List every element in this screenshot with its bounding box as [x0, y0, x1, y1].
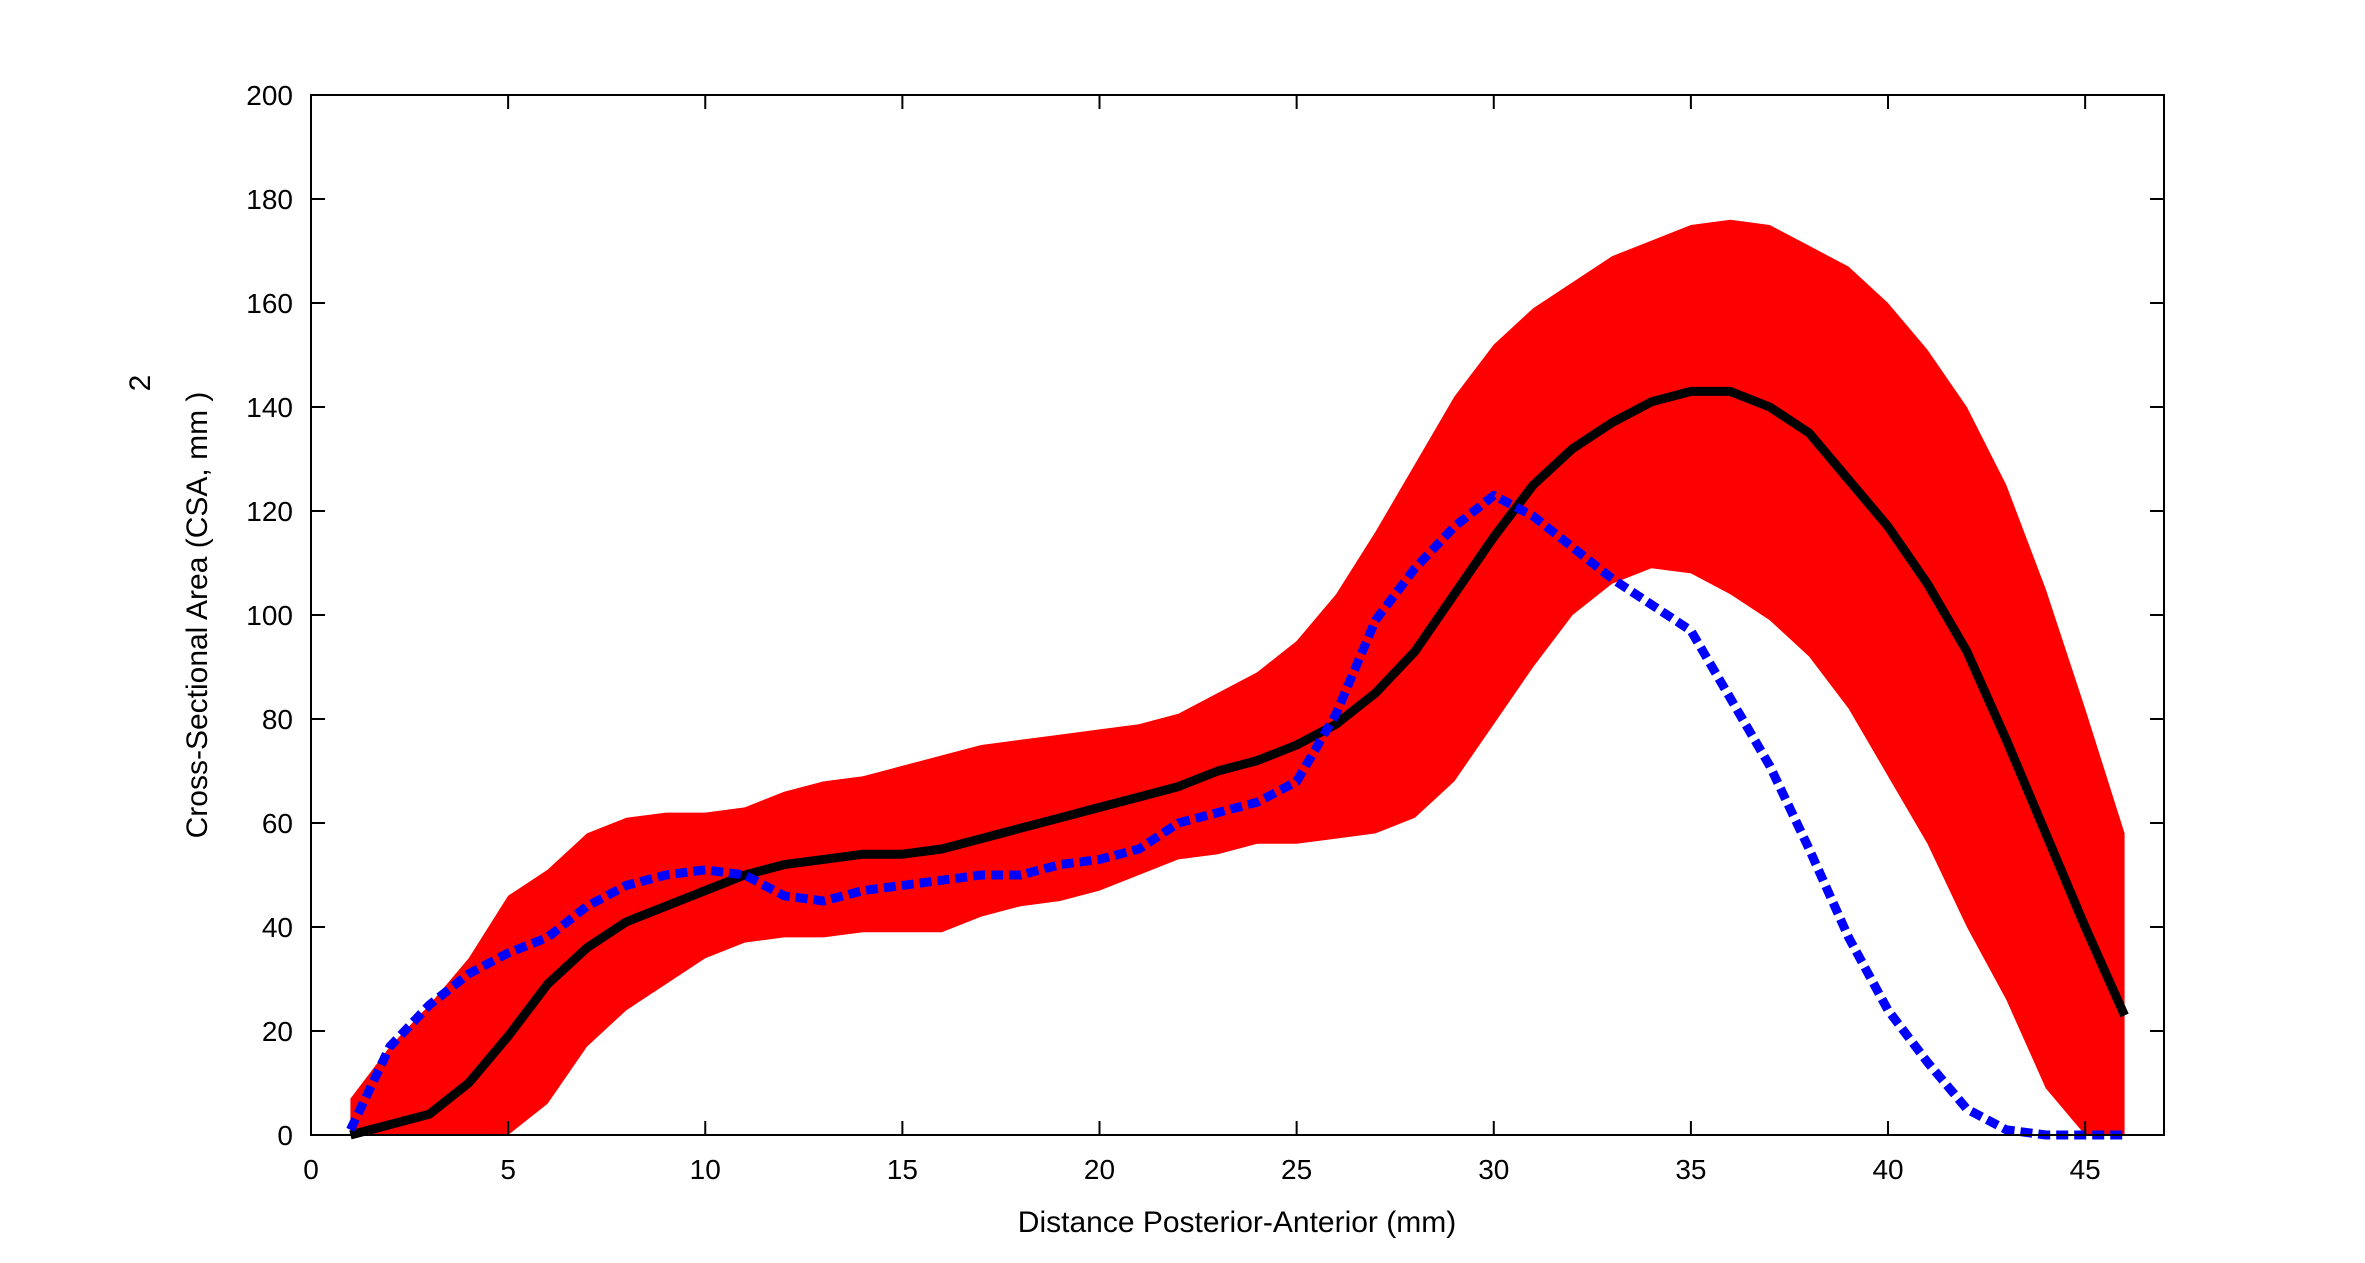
y-axis-label-superscript: 2 — [124, 375, 157, 392]
x-tick-label: 40 — [1872, 1154, 1903, 1185]
series-line-mean — [349, 386, 2129, 1140]
y-tick-label: 180 — [246, 184, 293, 215]
x-axis-label: Distance Posterior-Anterior (mm) — [1018, 1206, 1456, 1239]
x-tick-label: 25 — [1281, 1154, 1312, 1185]
y-tick-label: 80 — [262, 704, 293, 735]
y-tick-label: 100 — [246, 600, 293, 631]
x-tick-label: 45 — [2070, 1154, 2101, 1185]
y-tick-label: 60 — [262, 808, 293, 839]
x-tick-label: 30 — [1478, 1154, 1509, 1185]
x-tick-label: 10 — [690, 1154, 721, 1185]
x-tick-label: 0 — [303, 1154, 319, 1185]
y-tick-label: 140 — [246, 392, 293, 423]
x-tick-label: 5 — [500, 1154, 516, 1185]
y-tick-label: 20 — [262, 1016, 293, 1047]
plot-area — [346, 219, 2129, 1140]
y-axis-label: Cross-Sectional Area (CSA, mm ) — [181, 392, 214, 839]
x-tick-label: 35 — [1675, 1154, 1706, 1185]
range-band — [350, 219, 2125, 1136]
y-tick-label: 0 — [277, 1120, 293, 1151]
y-tick-label: 200 — [246, 80, 293, 111]
x-tick-label: 20 — [1084, 1154, 1115, 1185]
y-tick-label: 120 — [246, 496, 293, 527]
x-tick-label: 15 — [887, 1154, 918, 1185]
y-tick-label: 160 — [246, 288, 293, 319]
y-tick-label: 40 — [262, 912, 293, 943]
axis-ticks: 0 5 10 15 20 25 30 35 40 45 0 20 40 60 80 100 120 140 160 1… — [246, 80, 2164, 1185]
series-line-subject — [346, 490, 2125, 1140]
